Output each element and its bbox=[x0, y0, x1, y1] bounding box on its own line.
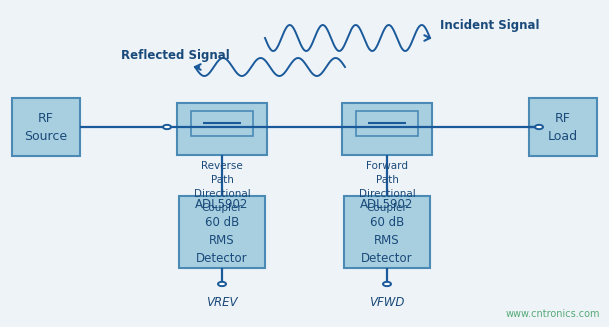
Text: VFWD: VFWD bbox=[369, 296, 405, 309]
FancyBboxPatch shape bbox=[177, 103, 267, 155]
Text: RF
Source: RF Source bbox=[24, 112, 68, 143]
Circle shape bbox=[383, 282, 391, 286]
FancyBboxPatch shape bbox=[344, 196, 430, 268]
Text: VREV: VREV bbox=[206, 296, 238, 309]
Text: Reflected Signal: Reflected Signal bbox=[121, 48, 230, 61]
FancyBboxPatch shape bbox=[342, 103, 432, 155]
Text: Forward
Path
Directional
Coupler: Forward Path Directional Coupler bbox=[359, 161, 415, 213]
Circle shape bbox=[163, 125, 171, 129]
Text: Reverse
Path
Directional
Coupler: Reverse Path Directional Coupler bbox=[194, 161, 250, 213]
FancyBboxPatch shape bbox=[179, 196, 265, 268]
Text: ADL5902
60 dB
RMS
Detector: ADL5902 60 dB RMS Detector bbox=[361, 198, 414, 266]
FancyBboxPatch shape bbox=[191, 111, 253, 136]
Text: Incident Signal: Incident Signal bbox=[440, 19, 540, 31]
Text: www.cntronics.com: www.cntronics.com bbox=[505, 309, 600, 319]
Text: ADL5902
60 dB
RMS
Detector: ADL5902 60 dB RMS Detector bbox=[195, 198, 248, 266]
Text: RF
Load: RF Load bbox=[548, 112, 578, 143]
Circle shape bbox=[535, 125, 543, 129]
FancyBboxPatch shape bbox=[12, 98, 80, 156]
FancyBboxPatch shape bbox=[356, 111, 418, 136]
Circle shape bbox=[218, 282, 226, 286]
FancyBboxPatch shape bbox=[529, 98, 597, 156]
